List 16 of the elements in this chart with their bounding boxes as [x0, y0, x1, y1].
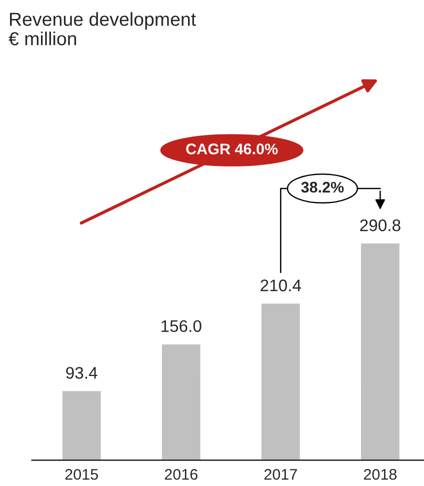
- x-tick-label: 2016: [164, 468, 198, 480]
- data-label: 290.8: [360, 219, 400, 232]
- data-label: 156.0: [162, 320, 202, 332]
- bar: [360, 242, 401, 460]
- bar: [160, 342, 202, 460]
- x-tick-label: 2017: [264, 468, 297, 480]
- text: 38.2%: [301, 182, 344, 193]
- bar: [260, 302, 302, 460]
- text: CAGR 46.0%: [186, 144, 278, 154]
- data-label: 93.4: [66, 366, 98, 379]
- x-tick-label: 2018: [364, 468, 397, 480]
- data-label: 210.4: [260, 280, 302, 292]
- bar: [60, 390, 102, 460]
- chart-title: Revenue development: [10, 12, 196, 30]
- chart-subtitle: € million: [8, 32, 76, 46]
- x-tick-label: 2015: [65, 468, 98, 480]
